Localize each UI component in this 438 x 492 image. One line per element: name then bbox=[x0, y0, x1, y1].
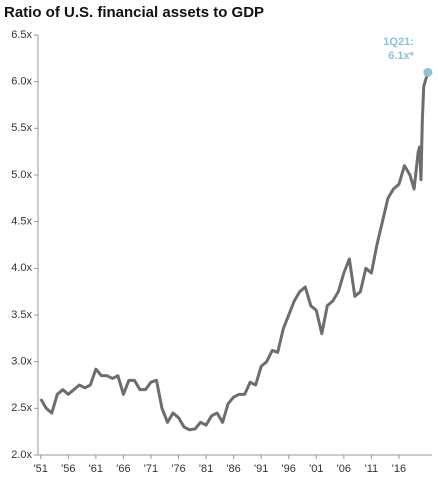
line bbox=[39, 71, 430, 432]
y-tick-label: 3.5x bbox=[11, 309, 32, 321]
y-tick-label: 5.0x bbox=[11, 169, 32, 181]
x-tick-label: '51 bbox=[34, 463, 48, 475]
y-tick-label: 4.0x bbox=[11, 262, 32, 274]
x-tick-label: '01 bbox=[309, 463, 323, 475]
x-tick-label: '91 bbox=[254, 463, 268, 475]
x-tick-label: '86 bbox=[226, 463, 240, 475]
chart-title: Ratio of U.S. financial assets to GDP bbox=[4, 4, 264, 21]
annotation: 6.1x* bbox=[388, 50, 414, 62]
x-tick-label: '96 bbox=[282, 463, 296, 475]
y-tick-label: 2.0x bbox=[11, 449, 32, 461]
x-tick-label: '56 bbox=[61, 463, 75, 475]
y-tick-label: 4.5x bbox=[11, 216, 32, 228]
y-tick-label: 5.5x bbox=[11, 122, 32, 134]
x-tick-label: '61 bbox=[89, 463, 103, 475]
x-tick-label: '71 bbox=[144, 463, 158, 475]
y-tick-label: 6.5x bbox=[11, 29, 32, 41]
last-point bbox=[423, 67, 433, 77]
y-tick-label: 2.5x bbox=[11, 402, 32, 414]
x-tick-label: '76 bbox=[171, 463, 185, 475]
y-tick-label: 3.0x bbox=[11, 356, 32, 368]
y-tick-label: 6.0x bbox=[11, 76, 32, 88]
x-tick-label: '06 bbox=[337, 463, 351, 475]
x-tick-label: '11 bbox=[365, 463, 379, 475]
annotation: 1Q21: bbox=[383, 36, 414, 48]
x-tick-label: '16 bbox=[392, 463, 406, 475]
x-tick-label: '81 bbox=[199, 463, 213, 475]
x-tick-label: '66 bbox=[116, 463, 130, 475]
